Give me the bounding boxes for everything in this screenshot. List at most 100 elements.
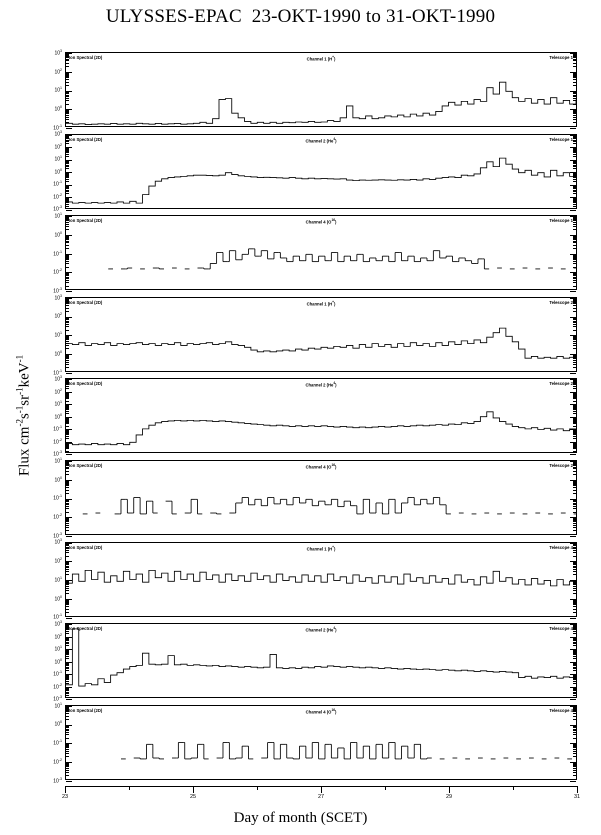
y-tick-minor — [573, 518, 576, 520]
y-tick-minor — [573, 726, 576, 728]
y-tick-minor — [66, 384, 69, 386]
y-tick-minor — [66, 409, 69, 411]
y-tick-minor — [573, 564, 576, 566]
y-tick-minor — [66, 650, 69, 652]
y-tick-minor — [66, 237, 69, 239]
y-tick-minor — [573, 708, 576, 710]
y-tick-label: 101 — [54, 701, 62, 710]
y-tick-minor — [573, 626, 576, 628]
y-tick-minor — [573, 446, 576, 448]
x-tick-major — [577, 786, 578, 793]
y-tick-major — [570, 724, 576, 726]
y-tick-minor — [66, 688, 69, 690]
y-tick-minor — [573, 580, 576, 582]
y-tick-major — [570, 71, 576, 73]
y-tick-major — [66, 743, 72, 745]
y-tick-minor — [573, 361, 576, 363]
y-tick-minor — [66, 66, 69, 68]
plot-panel-8: Ion Spectral (2D) Channel 4 (O16) Telescop… — [65, 704, 577, 782]
y-tick-label: 10-1 — [53, 425, 62, 433]
y-tick-minor — [573, 762, 576, 764]
y-tick-minor — [573, 657, 576, 659]
y-tick-minor — [66, 112, 69, 114]
x-tick-label: 29 — [445, 794, 453, 800]
y-tick-minor — [573, 664, 576, 666]
y-tick-label: 100 — [54, 720, 62, 728]
data-trace-8 — [66, 706, 576, 779]
y-tick-minor — [573, 240, 576, 242]
data-trace-5 — [66, 461, 576, 534]
y-tick-minor — [573, 574, 576, 576]
y-tick-minor — [573, 219, 576, 221]
y-tick-minor — [66, 160, 69, 162]
y-tick-minor — [573, 715, 576, 717]
y-tick-minor — [573, 430, 576, 432]
y-tick-major — [570, 197, 576, 199]
y-tick-minor — [573, 487, 576, 489]
y-tick-minor — [66, 527, 69, 529]
y-tick-major — [570, 542, 576, 544]
y-tick-major — [570, 209, 576, 211]
y-tick-minor — [66, 446, 69, 448]
y-tick-minor — [573, 650, 576, 652]
y-tick-minor — [66, 220, 69, 222]
y-tick-minor — [66, 487, 69, 489]
y-tick-minor — [66, 275, 69, 277]
y-tick-minor — [66, 423, 69, 425]
y-tick-minor — [66, 263, 69, 265]
y-tick-minor — [573, 310, 576, 312]
y-tick-minor — [573, 135, 576, 137]
y-tick-major — [66, 661, 72, 663]
y-tick-minor — [573, 382, 576, 384]
y-tick-minor — [66, 279, 69, 281]
y-tick-minor — [573, 641, 576, 643]
y-tick-minor — [66, 100, 69, 102]
y-tick-minor — [66, 57, 69, 59]
y-tick-major — [66, 391, 72, 393]
y-tick-major — [570, 661, 576, 663]
y-tick-minor — [66, 687, 69, 689]
y-tick-minor — [66, 756, 69, 758]
y-tick-minor — [66, 568, 69, 570]
y-tick-minor — [573, 443, 576, 445]
y-tick-minor — [66, 136, 69, 138]
y-tick-minor — [66, 153, 69, 155]
data-trace-4 — [66, 379, 576, 452]
y-tick-minor — [573, 417, 576, 419]
y-tick-major — [66, 617, 72, 619]
y-tick-minor — [66, 431, 69, 433]
y-tick-major — [570, 128, 576, 129]
y-tick-minor — [573, 718, 576, 720]
y-tick-minor — [66, 53, 69, 55]
y-tick-minor — [573, 543, 576, 545]
y-tick-minor — [573, 654, 576, 656]
y-tick-minor — [573, 279, 576, 281]
y-tick-minor — [573, 261, 576, 263]
y-tick-minor — [66, 58, 69, 60]
y-tick-minor — [66, 425, 69, 427]
y-tick-minor — [573, 342, 576, 344]
y-tick-minor — [573, 303, 576, 305]
y-tick-minor — [66, 748, 69, 750]
y-tick-minor — [573, 649, 576, 651]
y-tick-minor — [66, 640, 69, 642]
x-axis-label: Day of month (SCET) — [233, 810, 368, 826]
y-tick-minor — [573, 244, 576, 246]
y-tick-minor — [573, 711, 576, 713]
y-tick-minor — [66, 600, 69, 602]
y-tick-minor — [573, 492, 576, 494]
y-tick-minor — [573, 450, 576, 452]
y-tick-major — [66, 536, 72, 537]
y-tick-label: 102 — [54, 632, 62, 641]
y-tick-minor — [66, 624, 69, 626]
y-tick-minor — [573, 420, 576, 422]
y-tick-minor — [573, 429, 576, 431]
x-tick-label: 31 — [573, 794, 581, 800]
y-tick-minor — [66, 675, 69, 677]
y-tick-minor — [66, 767, 69, 769]
y-tick-minor — [66, 691, 69, 693]
y-tick-minor — [66, 185, 69, 187]
y-tick-minor — [66, 114, 69, 116]
y-tick-minor — [66, 522, 69, 524]
y-tick-minor — [573, 135, 576, 137]
